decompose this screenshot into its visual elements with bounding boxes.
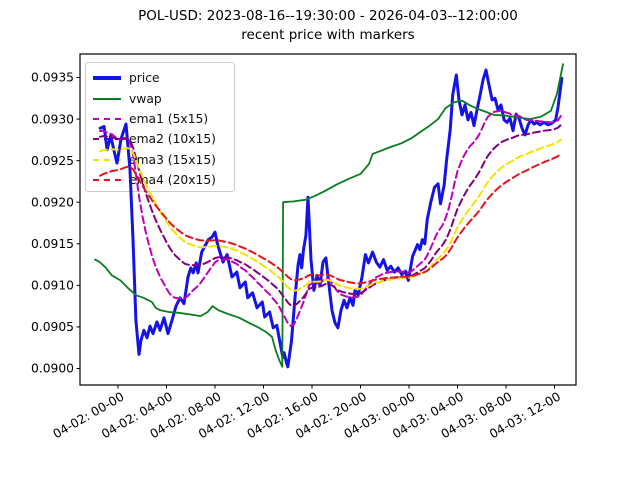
legend-swatch-vwap	[93, 97, 121, 100]
y-tick-label: 0.0935	[31, 71, 74, 85]
y-tick-label: 0.0910	[31, 279, 74, 293]
y-tick-label: 0.0930	[31, 112, 74, 126]
chart-subtitle: recent price with markers	[241, 27, 415, 43]
legend-item: ema1 (5x15)	[93, 109, 234, 129]
price-line	[98, 68, 564, 369]
ema3-line	[99, 138, 562, 292]
y-tick-label: 0.0900	[31, 362, 74, 376]
y-tick-label: 0.0915	[31, 237, 74, 251]
legend-label: vwap	[129, 91, 162, 106]
legend-label: ema3 (15x15)	[129, 152, 216, 167]
series-group	[94, 63, 564, 369]
legend: price vwap ema1 (5x15) ema2 (10x15) ema3 (15…	[85, 62, 235, 192]
legend-swatch-ema1	[93, 117, 121, 120]
chart-title: POL-USD: 2023-08-16--19:30:00 - 2026-04-…	[138, 8, 518, 24]
axes-frame	[79, 53, 577, 386]
y-tick-label: 0.0905	[31, 320, 74, 334]
ema4-line	[99, 152, 562, 285]
legend-item: price	[93, 68, 234, 88]
legend-item: vwap	[93, 88, 234, 108]
legend-label: ema4 (20x15)	[129, 173, 216, 188]
legend-label: ema1 (5x15)	[129, 111, 209, 126]
chart-title-block: POL-USD: 2023-08-16--19:30:00 - 2026-04-…	[80, 7, 576, 45]
y-tick-label: 0.0920	[31, 195, 74, 209]
legend-label: price	[129, 71, 160, 86]
y-tick-label: 0.0925	[31, 154, 74, 168]
legend-label: ema2 (10x15)	[129, 132, 216, 147]
legend-swatch-ema4	[93, 179, 121, 182]
legend-item: ema4 (20x15)	[93, 170, 234, 190]
legend-swatch-ema3	[93, 158, 121, 161]
legend-item: ema3 (15x15)	[93, 150, 234, 170]
ema2-line	[99, 124, 562, 307]
legend-swatch-price	[93, 76, 121, 81]
vwap-line	[94, 63, 564, 368]
